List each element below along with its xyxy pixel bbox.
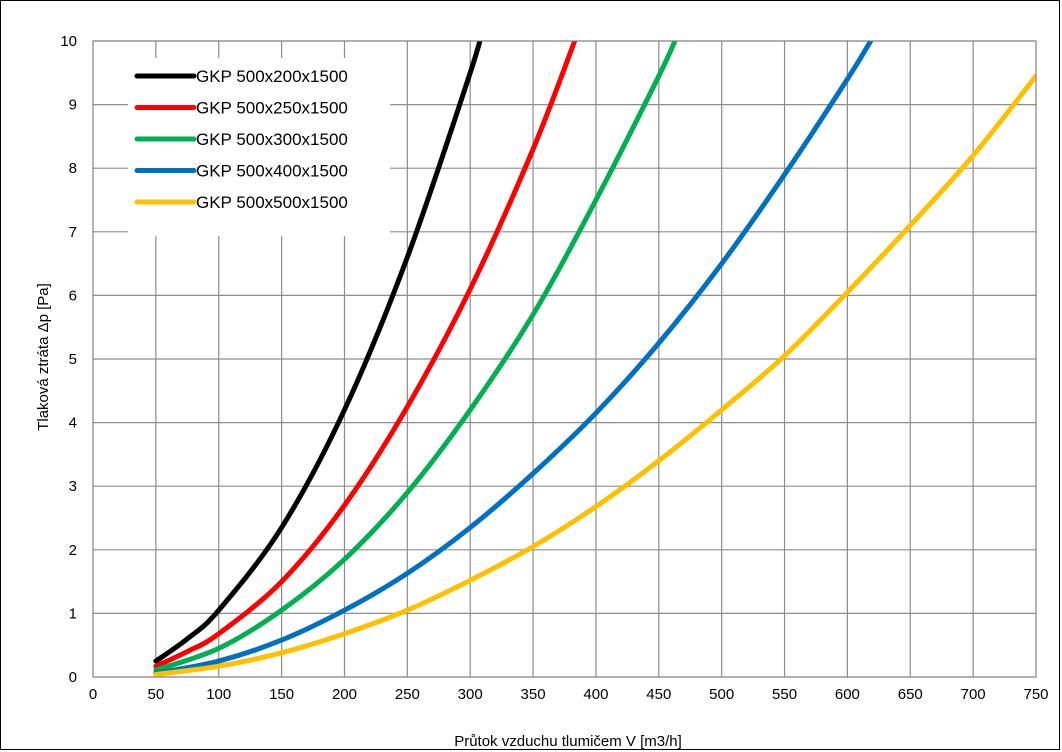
x-tick-label: 450 xyxy=(646,686,671,703)
legend: GKP 500x200x1500 GKP 500x250x1500 GKP 500x… xyxy=(128,58,390,236)
y-tick-label: 6 xyxy=(69,287,77,304)
x-tick-label: 750 xyxy=(1023,686,1048,703)
legend-label: GKP 500x500x1500 xyxy=(196,193,348,212)
x-axis-title: Průtok vzduchu tlumičem V [m3/h] xyxy=(454,733,682,750)
x-tick-label: 400 xyxy=(583,686,608,703)
x-tick-label: 350 xyxy=(521,686,546,703)
x-tick-label: 600 xyxy=(835,686,860,703)
series-line xyxy=(153,41,874,676)
x-tick-label: 200 xyxy=(332,686,357,703)
legend-label: GKP 500x300x1500 xyxy=(196,130,348,149)
x-tick-label: 300 xyxy=(458,686,483,703)
x-tick-label: 250 xyxy=(395,686,420,703)
x-tick-label: 500 xyxy=(709,686,734,703)
legend-label: GKP 500x400x1500 xyxy=(196,162,348,181)
y-axis-title: Tlaková ztráta Δp [Pa] xyxy=(35,283,52,431)
y-tick-label: 7 xyxy=(69,224,77,241)
y-tick-label: 0 xyxy=(69,669,77,686)
x-tick-label: 700 xyxy=(961,686,986,703)
plot-border xyxy=(92,40,1037,678)
tick-labels: 0 50 100 150 200 250 300 350 400 450 500 550 600 650 7… xyxy=(60,33,1048,703)
series-line xyxy=(153,41,483,664)
y-tick-label: 10 xyxy=(60,33,77,50)
series-lines xyxy=(153,41,1036,677)
legend-label: GKP 500x250x1500 xyxy=(196,99,348,118)
x-tick-label: 0 xyxy=(89,686,97,703)
series-line xyxy=(153,41,578,669)
x-tick-label: 50 xyxy=(148,686,165,703)
y-tick-label: 8 xyxy=(69,160,77,177)
x-tick-label: 100 xyxy=(206,686,231,703)
y-tick-label: 2 xyxy=(69,542,77,559)
y-tick-label: 1 xyxy=(69,605,77,622)
y-tick-label: 9 xyxy=(69,97,77,114)
legend-label: GKP 500x200x1500 xyxy=(196,67,348,86)
series-line xyxy=(153,41,678,673)
y-tick-label: 3 xyxy=(69,478,77,495)
y-tick-label: 5 xyxy=(69,351,77,368)
x-tick-label: 150 xyxy=(269,686,294,703)
y-tick-label: 4 xyxy=(69,415,77,432)
series-line xyxy=(153,73,1036,677)
x-tick-label: 550 xyxy=(772,686,797,703)
legend-background xyxy=(128,58,390,236)
x-tick-label: 650 xyxy=(898,686,923,703)
